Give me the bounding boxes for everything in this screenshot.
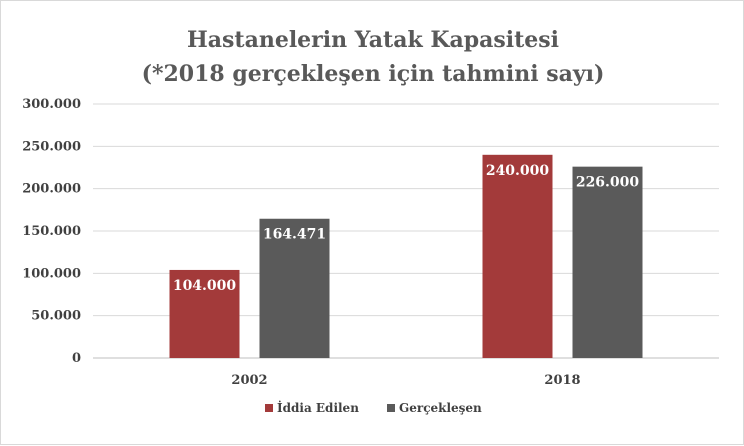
bars — [169, 154, 643, 358]
bar — [169, 269, 240, 358]
bar — [572, 166, 643, 358]
bar — [482, 154, 553, 358]
legend-label: İddia Edilen — [277, 400, 359, 415]
data-label: 226.000 — [576, 175, 640, 191]
legend-swatch — [265, 404, 273, 412]
y-tick-label: 50.000 — [31, 309, 81, 324]
y-axis-ticks: 0 50.000 100.000 150.000 200.000 250.000 300.0… — [22, 97, 81, 366]
y-tick-label: 250.000 — [22, 139, 81, 154]
y-tick-label: 300.000 — [22, 97, 81, 112]
data-label: 104.000 — [173, 278, 237, 294]
x-category-label: 2018 — [544, 373, 580, 388]
y-tick-label: 200.000 — [22, 182, 81, 197]
legend-label: Gerçekleşen — [399, 401, 482, 415]
y-tick-label: 150.000 — [22, 224, 81, 239]
legend-swatch — [387, 404, 395, 412]
x-axis-categories: 2002 2018 — [231, 373, 580, 388]
y-tick-label: 0 — [72, 351, 81, 366]
y-tick-label: 100.000 — [22, 266, 81, 281]
data-label: 164.471 — [263, 227, 326, 243]
bar — [259, 218, 330, 358]
data-label: 240.000 — [486, 163, 550, 179]
x-category-label: 2002 — [231, 373, 267, 388]
legend: İddia Edilen Gerçekleşen — [265, 400, 482, 415]
data-labels: 104.000 164.471 240.000 226.000 — [173, 163, 640, 294]
chart-title-line2: (*2018 gerçekleşen için tahmini sayı) — [142, 61, 605, 87]
chart-title-line1: Hastanelerin Yatak Kapasitesi — [187, 27, 559, 53]
